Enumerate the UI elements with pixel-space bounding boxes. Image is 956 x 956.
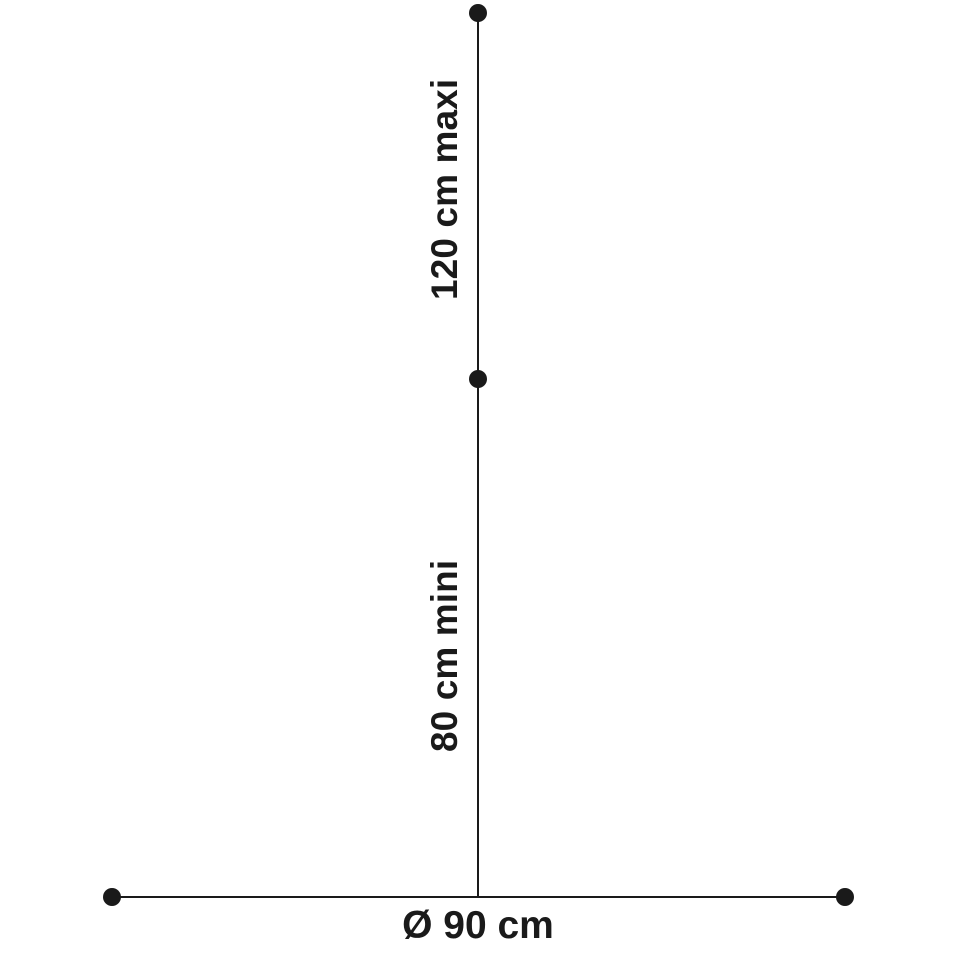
right-endpoint-dot <box>836 888 854 906</box>
diameter-label: Ø 90 cm <box>402 904 554 947</box>
diameter-baseline <box>112 896 845 898</box>
vertical-axis-line <box>477 13 479 898</box>
upper-segment-label: 120 cm maxi <box>424 78 465 300</box>
middle-node-dot <box>469 370 487 388</box>
lower-segment-label: 80 cm mini <box>424 559 465 752</box>
left-endpoint-dot <box>103 888 121 906</box>
top-node-dot <box>469 4 487 22</box>
